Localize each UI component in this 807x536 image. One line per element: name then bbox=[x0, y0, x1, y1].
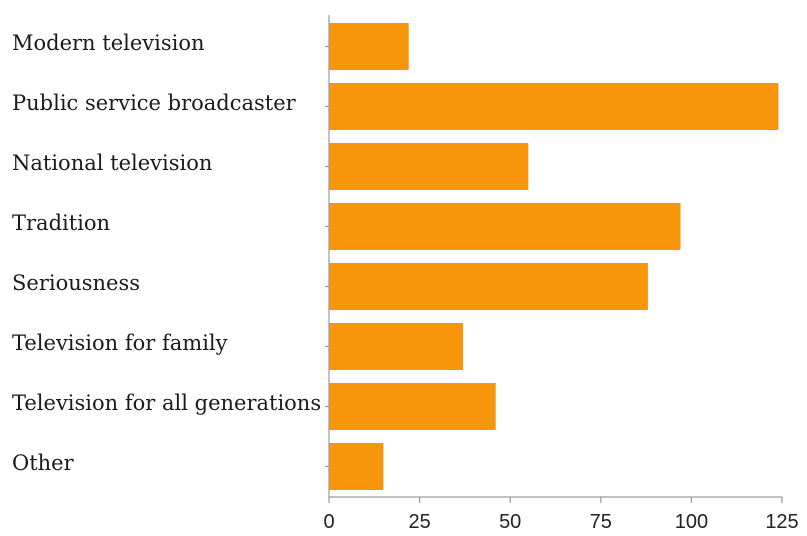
category-labels: Modern television Public service broadcas… bbox=[12, 31, 321, 475]
bar-2 bbox=[329, 143, 529, 190]
category-label-5: Television for family bbox=[12, 331, 228, 355]
x-tick-label-2: 50 bbox=[499, 511, 521, 533]
category-label-0: Modern television bbox=[12, 31, 205, 55]
bar-3 bbox=[329, 203, 681, 250]
category-label-2: National television bbox=[12, 151, 212, 175]
x-tick-label-3: 75 bbox=[590, 511, 612, 533]
bars-group bbox=[329, 23, 779, 490]
x-axis: 0 25 50 75 100 125 bbox=[323, 496, 799, 533]
bar-0 bbox=[329, 23, 409, 70]
category-label-1: Public service broadcaster bbox=[12, 91, 297, 115]
bar-4 bbox=[329, 263, 648, 310]
y-axis bbox=[325, 15, 330, 497]
bar-6 bbox=[329, 383, 496, 430]
x-tick-label-1: 25 bbox=[408, 511, 430, 533]
x-tick-label-0: 0 bbox=[323, 511, 334, 533]
category-label-6: Television for all generations bbox=[12, 391, 321, 415]
category-label-7: Other bbox=[12, 451, 75, 475]
bar-5 bbox=[329, 323, 464, 370]
category-label-3: Tradition bbox=[12, 211, 110, 235]
category-label-4: Seriousness bbox=[12, 271, 140, 295]
bar-1 bbox=[329, 83, 779, 130]
x-tick-label-4: 100 bbox=[675, 511, 708, 533]
x-tick-label-5: 125 bbox=[765, 511, 798, 533]
bar-7 bbox=[329, 443, 384, 490]
